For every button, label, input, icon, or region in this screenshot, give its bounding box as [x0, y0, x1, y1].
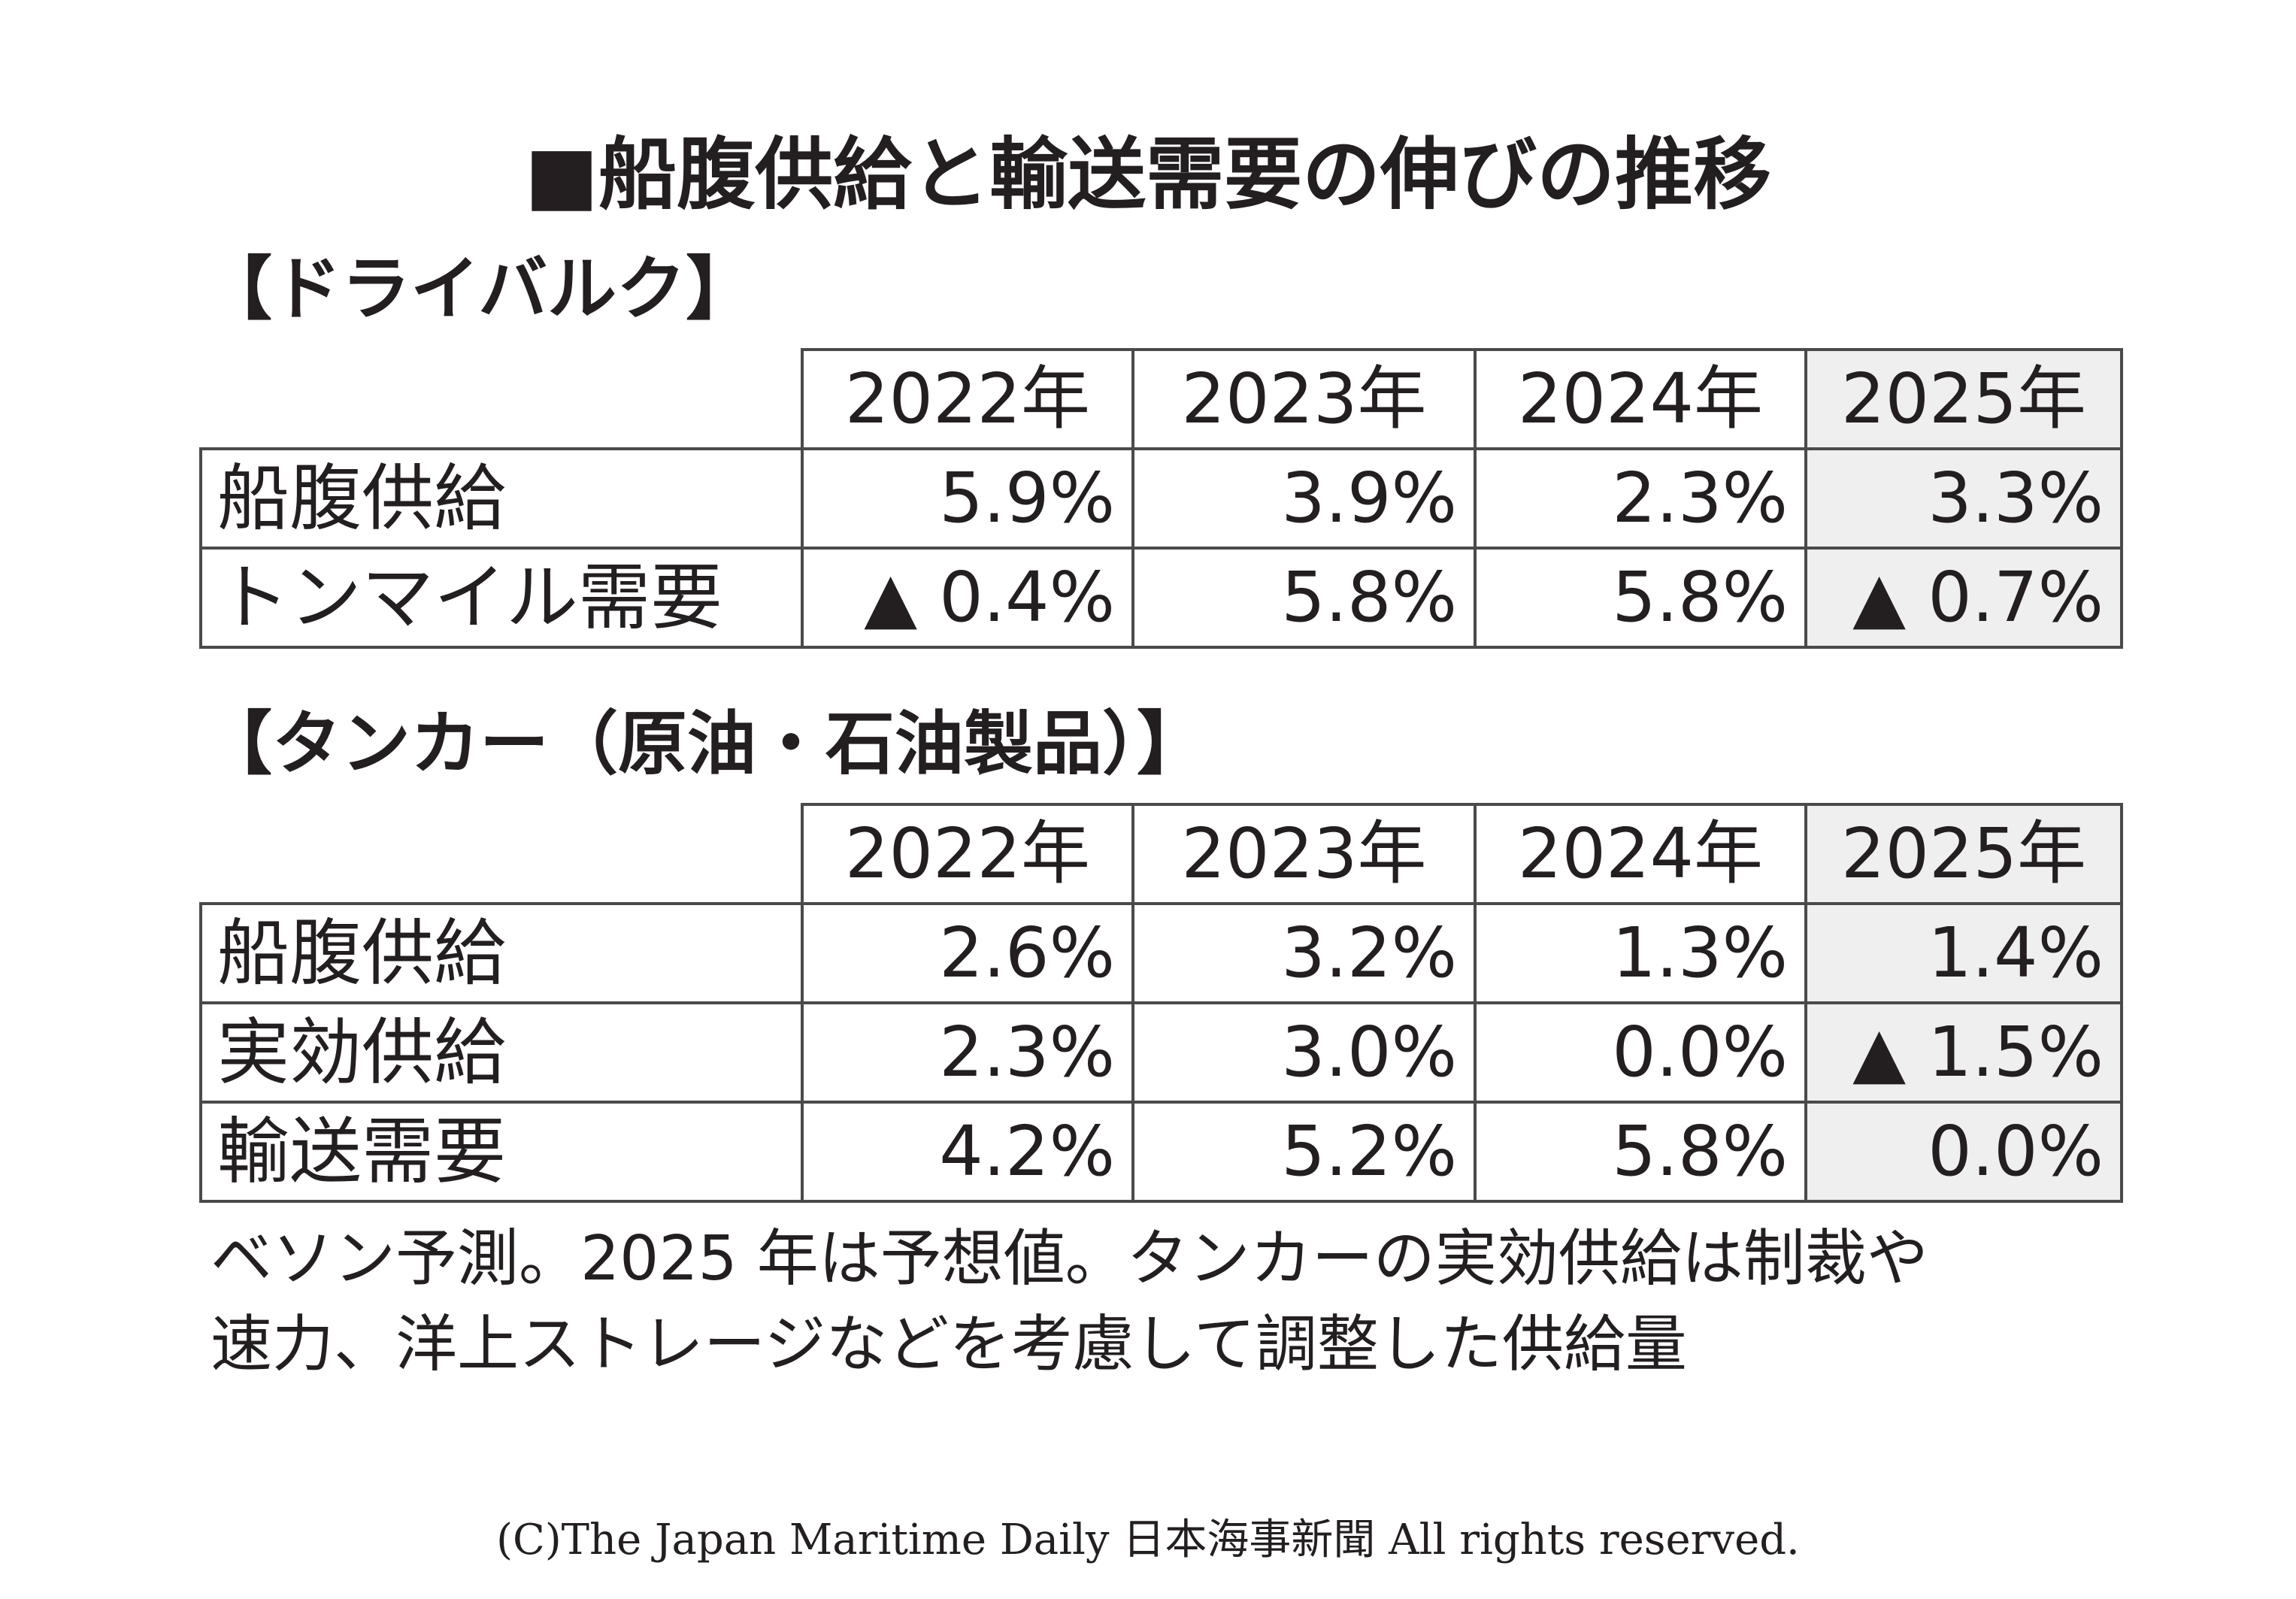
table-row: 実効供給 2.3% 3.0% 0.0% ▲ 1.5% [199, 1001, 2123, 1104]
table-cell: 0.0% [1474, 1001, 1807, 1104]
table-cell: 3.0% [1131, 1001, 1477, 1104]
table-cell: 1.3% [1474, 902, 1807, 1004]
table-row: 輸送需要 4.2% 5.2% 5.8% 0.0% [199, 1101, 2123, 1203]
table-cell: 2.6% [801, 902, 1134, 1004]
table-cell: 5.2% [1131, 1101, 1477, 1203]
table-cell-forecast: ▲ 1.5% [1804, 1001, 2123, 1104]
column-header: 2022年 [801, 803, 1134, 905]
column-header: 2023年 [1131, 803, 1477, 905]
table-header-row: 2022年 2023年 2024年 2025年 [201, 348, 2123, 450]
table-cell-forecast: 3.3% [1804, 447, 2123, 550]
table-cell-forecast: ▲ 0.7% [1804, 547, 2123, 649]
row-label: 実効供給 [199, 1001, 804, 1104]
table-cell: 3.2% [1131, 902, 1477, 1004]
table-cell: ▲ 0.4% [801, 547, 1134, 649]
column-header: 2024年 [1474, 803, 1807, 905]
tanker-section-title: 【タンカー（原油・石油製品）】 [203, 704, 1207, 784]
table-cell-forecast: 0.0% [1804, 1101, 2123, 1203]
column-header: 2022年 [801, 348, 1134, 450]
table-row: トンマイル需要 ▲ 0.4% 5.8% 5.8% ▲ 0.7% [199, 547, 2123, 649]
column-header-forecast: 2025年 [1804, 348, 2123, 450]
column-header: 2023年 [1131, 348, 1477, 450]
column-header: 2024年 [1474, 348, 1807, 450]
header-corner [201, 804, 804, 905]
tanker-table: 2022年 2023年 2024年 2025年 船腹供給 2.6% 3.2% 1… [199, 803, 2123, 1203]
row-label: 船腹供給 [199, 902, 804, 1004]
dry-bulk-section-title: 【ドライバルク】 [203, 249, 756, 329]
column-header-forecast: 2025年 [1804, 803, 2123, 905]
header-corner [201, 350, 804, 450]
copyright-notice: (C)The Japan Maritime Daily 日本海事新聞 All r… [496, 1516, 1800, 1564]
table-header-row: 2022年 2023年 2024年 2025年 [201, 803, 2123, 905]
table-cell: 5.8% [1474, 547, 1807, 649]
row-label: トンマイル需要 [199, 547, 804, 649]
dry-bulk-table: 2022年 2023年 2024年 2025年 船腹供給 5.9% 3.9% 2… [199, 348, 2123, 649]
table-row: 船腹供給 2.6% 3.2% 1.3% 1.4% [199, 902, 2123, 1004]
table-cell: 3.9% [1131, 447, 1477, 550]
table-cell: 5.8% [1131, 547, 1477, 649]
table-cell: 5.9% [801, 447, 1134, 550]
table-cell-forecast: 1.4% [1804, 902, 2123, 1004]
table-cell: 2.3% [801, 1001, 1134, 1104]
table-cell: 4.2% [801, 1101, 1134, 1203]
row-label: 船腹供給 [199, 447, 804, 550]
table-row: 船腹供給 5.9% 3.9% 2.3% 3.3% [199, 447, 2123, 550]
chart-title: ■船腹供給と輸送需要の伸びの推移 [524, 129, 1772, 220]
table-cell: 2.3% [1474, 447, 1807, 550]
table-cell: 5.8% [1474, 1101, 1807, 1203]
source-note: ベソン予測。2025 年は予想値。タンカーの実効供給は制裁や 速力、洋上ストレー… [211, 1216, 1928, 1388]
row-label: 輸送需要 [199, 1101, 804, 1203]
source-note-line: ベソン予測。2025 年は予想値。タンカーの実効供給は制裁や [211, 1223, 1928, 1295]
source-note-line: 速力、洋上ストレージなどを考慮して調整した供給量 [211, 1309, 1687, 1380]
